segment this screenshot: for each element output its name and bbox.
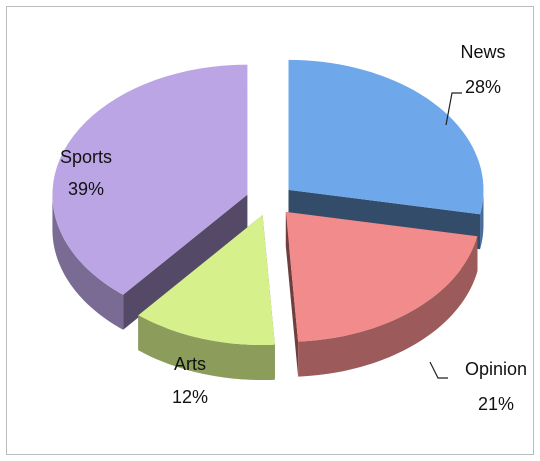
data-label-value: 28% [465,77,501,97]
slice-side [480,189,484,250]
pie-slice [52,64,248,330]
data-label-value: 21% [478,394,514,414]
data-label-value: 39% [68,179,104,199]
data-label-name: News [460,42,505,62]
pie-slice [285,211,478,377]
leader-line [445,92,462,126]
data-label-name: Arts [174,354,206,374]
slice-side [52,194,124,330]
slice-side [298,236,478,377]
data-label-name: Opinion [465,359,527,379]
slice-wall [285,211,299,377]
slice-top [52,64,248,295]
slice-top [138,215,275,346]
pie-slice [138,215,275,381]
data-label-value: 12% [172,387,208,407]
slice-side [138,315,275,381]
slice-top [288,59,484,215]
slice-top [285,211,478,342]
slice-wall [123,194,248,330]
leader-line [429,361,448,379]
data-label-name: Sports [60,147,112,167]
